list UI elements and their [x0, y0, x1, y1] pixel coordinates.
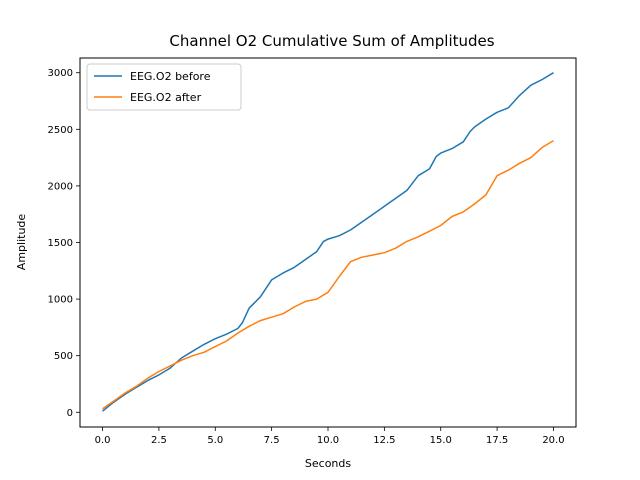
legend-label-after: EEG.O2 after [130, 91, 202, 104]
y-tick-label: 0 [67, 408, 73, 419]
plot-area [80, 58, 576, 427]
legend: EEG.O2 before EEG.O2 after [86, 63, 242, 111]
x-tick-label: 0.0 [95, 435, 111, 446]
x-tick-label: 5.0 [207, 435, 223, 446]
x-tick-label: 15.0 [430, 435, 452, 446]
y-axis-label: Amplitude [15, 214, 28, 271]
series-line-after [102, 139, 554, 410]
y-tick-label: 500 [54, 351, 73, 362]
x-tick-label: 20.0 [542, 435, 564, 446]
x-tick-label: 2.5 [151, 435, 167, 446]
y-axis: 0 500 1000 1500 2000 2500 3000 [48, 68, 80, 419]
y-tick-label: 2000 [48, 181, 73, 192]
chart-title: Channel O2 Cumulative Sum of Amplitudes [169, 32, 494, 50]
x-tick-label: 7.5 [264, 435, 280, 446]
y-tick-label: 1500 [48, 238, 73, 249]
y-tick-label: 3000 [48, 68, 73, 79]
y-tick-label: 2500 [48, 125, 73, 136]
x-tick-label: 12.5 [373, 435, 395, 446]
legend-label-before: EEG.O2 before [130, 70, 211, 83]
y-tick-label: 1000 [48, 295, 73, 306]
x-axis: 0.0 2.5 5.0 7.5 10.0 12.5 15.0 17.5 20.0 [95, 427, 565, 446]
x-axis-label: Seconds [305, 457, 351, 470]
series-layer [102, 72, 554, 412]
x-tick-label: 10.0 [317, 435, 339, 446]
x-tick-label: 17.5 [486, 435, 508, 446]
series-line-before [102, 72, 554, 412]
legend-box [86, 63, 242, 111]
